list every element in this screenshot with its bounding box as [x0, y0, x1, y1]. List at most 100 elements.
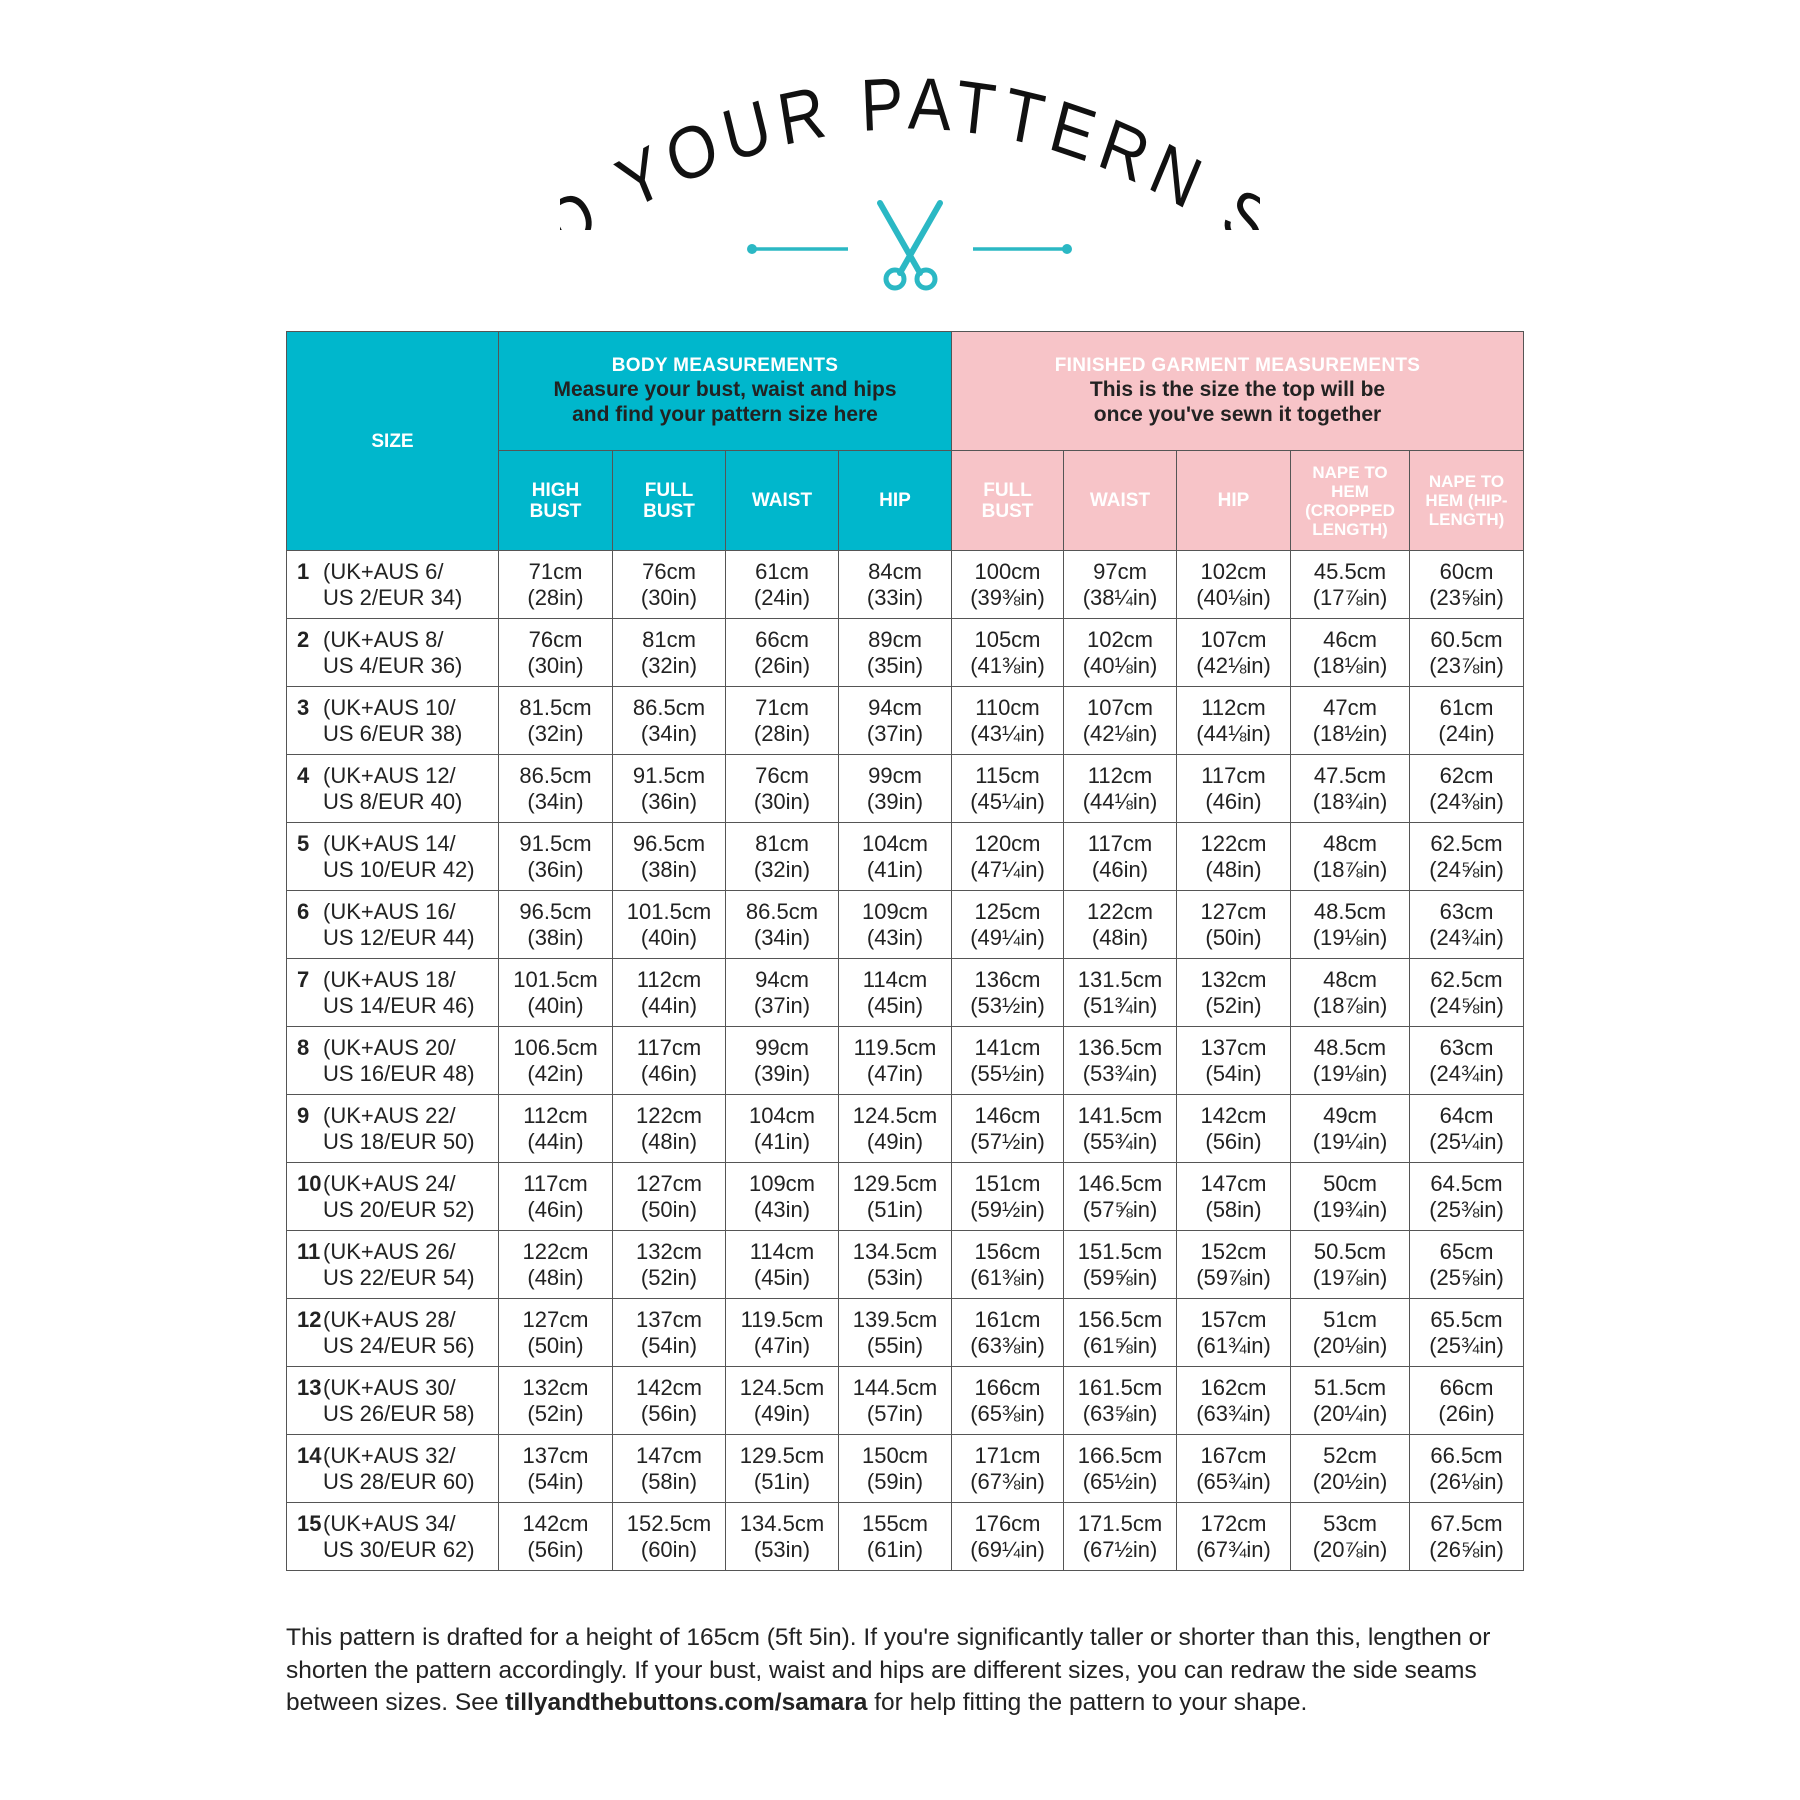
- inch-value: (67¾in): [1196, 1536, 1271, 1562]
- cm-value: 112cm: [1201, 694, 1266, 720]
- cm-value: 47.5cm: [1313, 762, 1387, 788]
- inch-value: (19¾in): [1312, 1196, 1388, 1222]
- cm-value: 120cm: [974, 830, 1041, 856]
- measurement-cell: 134.5cm (53in): [725, 1502, 839, 1571]
- measurement-cell: 107cm (42⅛in): [1063, 686, 1177, 755]
- table-row: 11 (UK+AUS 26/US 22/EUR 54) 122cm (48in) 132…: [286, 1230, 1525, 1299]
- inch-value: (23⅞in): [1429, 652, 1504, 678]
- measurement-cell: 60.5cm (23⅞in): [1408, 618, 1525, 687]
- measurement-cell: 91.5cm (36in): [498, 822, 613, 891]
- measurement-cell: 86.5cm (34in): [498, 754, 613, 823]
- size-line2: US 12/EUR 44): [323, 924, 475, 950]
- measurement-cell: 81cm (32in): [725, 822, 839, 891]
- size-line1: (UK+AUS 14/: [323, 830, 456, 856]
- finished-garment-title: FINISHED GARMENT MEASUREMENTS: [1054, 355, 1421, 376]
- measurement-cell: 60cm (23⅝in): [1408, 550, 1525, 619]
- inch-value: (20⅛in): [1312, 1332, 1388, 1358]
- inch-value: (49in): [866, 1128, 924, 1154]
- inch-value: (57½in): [970, 1128, 1045, 1154]
- cm-value: 155cm: [861, 1510, 929, 1536]
- cm-value: 131.5cm: [1077, 966, 1163, 992]
- size-cell: 9 (UK+AUS 22/US 18/EUR 50): [286, 1094, 499, 1163]
- inch-value: (48in): [1205, 856, 1262, 882]
- inch-value: (48in): [640, 1128, 698, 1154]
- cm-value: 60.5cm: [1430, 626, 1503, 652]
- col-high-bust: HIGH BUST: [498, 450, 613, 551]
- inch-value: (42⅛in): [1196, 652, 1271, 678]
- size-line2: US 18/EUR 50): [323, 1128, 475, 1154]
- inch-value: (39in): [753, 1060, 811, 1086]
- cm-value: 63cm: [1439, 898, 1494, 924]
- cm-value: 129.5cm: [739, 1442, 825, 1468]
- inch-value: (18½in): [1312, 720, 1388, 746]
- inch-value: (50in): [640, 1196, 698, 1222]
- inch-value: (19¼in): [1312, 1128, 1388, 1154]
- inch-value: (58in): [640, 1468, 698, 1494]
- measurement-cell: 51cm (20⅛in): [1290, 1298, 1410, 1367]
- size-line1: (UK+AUS 20/: [323, 1034, 456, 1060]
- measurement-cell: 48.5cm (19⅛in): [1290, 890, 1410, 959]
- inch-value: (61⅝in): [1082, 1332, 1158, 1358]
- col-hip: HIP: [838, 450, 952, 551]
- cm-value: 100cm: [974, 558, 1041, 584]
- cm-value: 137cm: [635, 1306, 703, 1332]
- inch-value: (49in): [753, 1400, 811, 1426]
- inch-value: (24¾in): [1429, 924, 1504, 950]
- measurement-cell: 119.5cm (47in): [838, 1026, 952, 1095]
- inch-value: (23⅝in): [1429, 584, 1504, 610]
- cm-value: 150cm: [861, 1442, 929, 1468]
- measurement-cell: 117cm (46in): [1063, 822, 1177, 891]
- measurement-cell: 171cm (67⅜in): [951, 1434, 1064, 1503]
- inch-value: (36in): [527, 856, 584, 882]
- finished-garment-subtitle: This is the size the top will be once yo…: [1089, 378, 1386, 426]
- table-row: 2 (UK+AUS 8/US 4/EUR 36) 76cm (30in) 81cm (32…: [286, 618, 1525, 687]
- inch-value: (46in): [1205, 788, 1262, 814]
- cm-value: 97cm: [1093, 558, 1147, 584]
- cm-value: 66cm: [755, 626, 809, 652]
- measurement-cell: 67.5cm (26⅝in): [1408, 1502, 1525, 1571]
- measurement-cell: 141.5cm (55¾in): [1063, 1094, 1177, 1163]
- measurement-cell: 62cm (24⅜in): [1408, 754, 1525, 823]
- size-number: 9: [297, 1102, 310, 1128]
- measurement-cell: 46cm (18⅛in): [1290, 618, 1410, 687]
- measurement-cell: 176cm (69¼in): [951, 1502, 1064, 1571]
- inch-value: (26⅝in): [1429, 1536, 1504, 1562]
- measurement-cell: 61cm (24in): [725, 550, 839, 619]
- cm-value: 94cm: [755, 966, 809, 992]
- inch-value: (65¾in): [1196, 1468, 1271, 1494]
- inch-value: (51¾in): [1082, 992, 1158, 1018]
- size-header: SIZE: [286, 331, 499, 551]
- table-row: 9 (UK+AUS 22/US 18/EUR 50) 112cm (44in) 122c…: [286, 1094, 1525, 1163]
- measurement-cell: 167cm (65¾in): [1176, 1434, 1291, 1503]
- cm-value: 161.5cm: [1077, 1374, 1163, 1400]
- measurement-cell: 63cm (24¾in): [1408, 1026, 1525, 1095]
- cm-value: 66.5cm: [1430, 1442, 1503, 1468]
- cm-value: 109cm: [748, 1170, 816, 1196]
- cm-value: 64cm: [1439, 1102, 1494, 1128]
- inch-value: (32in): [753, 856, 811, 882]
- measurement-cell: 151.5cm (59⅝in): [1063, 1230, 1177, 1299]
- inch-value: (30in): [640, 584, 698, 610]
- measurement-cell: 132cm (52in): [612, 1230, 726, 1299]
- measurement-cell: 117cm (46in): [612, 1026, 726, 1095]
- measurement-cell: 89cm (35in): [838, 618, 952, 687]
- cm-value: 176cm: [974, 1510, 1041, 1536]
- inch-value: (51in): [753, 1468, 811, 1494]
- measurement-cell: 105cm (41⅜in): [951, 618, 1064, 687]
- size-cell: 3 (UK+AUS 10/US 6/EUR 38): [286, 686, 499, 755]
- inch-value: (53¾in): [1082, 1060, 1158, 1086]
- inch-value: (19⅞in): [1312, 1264, 1388, 1290]
- footer-link[interactable]: tillyandthebuttons.com/samara: [505, 1689, 868, 1716]
- inch-value: (26⅛in): [1429, 1468, 1504, 1494]
- size-number: 8: [297, 1034, 310, 1060]
- inch-value: (44in): [640, 992, 698, 1018]
- measurement-cell: 166cm (65⅜in): [951, 1366, 1064, 1435]
- size-cell: 8 (UK+AUS 20/US 16/EUR 48): [286, 1026, 499, 1095]
- measurement-cell: 147cm (58in): [1176, 1162, 1291, 1231]
- cm-value: 171.5cm: [1077, 1510, 1163, 1536]
- size-number: 2: [297, 626, 310, 652]
- cm-value: 51cm: [1323, 1306, 1377, 1332]
- inch-value: (49¼in): [970, 924, 1045, 950]
- inch-value: (36in): [640, 788, 698, 814]
- table-row: 13(UK+AUS 30/US 26/EUR 58) 132cm (52in) 142…: [286, 1366, 1525, 1435]
